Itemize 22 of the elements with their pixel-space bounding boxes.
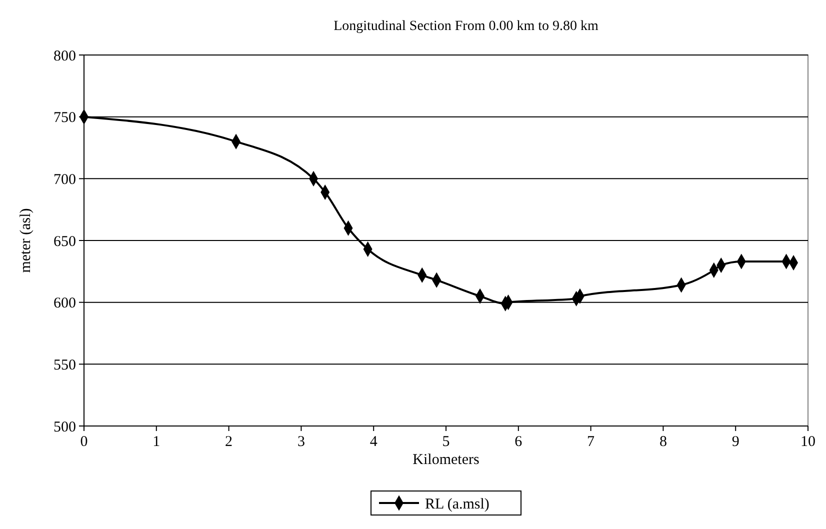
y-axis-title: meter (asl) xyxy=(18,208,34,273)
y-tick-label: 750 xyxy=(54,110,76,126)
x-tick-label: 3 xyxy=(297,434,305,450)
x-tick-label: 2 xyxy=(225,434,233,450)
y-tick-label: 600 xyxy=(54,296,76,312)
chart-title: Longitudinal Section From 0.00 km to 9.80 km xyxy=(334,19,599,34)
x-tick-label: 1 xyxy=(152,434,160,450)
x-tick-label: 10 xyxy=(800,434,816,450)
y-tick-label: 700 xyxy=(54,172,76,188)
y-tick-label: 500 xyxy=(54,419,76,436)
y-tick-label: 800 xyxy=(54,48,76,64)
x-tick-label: 0 xyxy=(80,434,88,450)
x-tick-label: 7 xyxy=(587,434,596,450)
x-axis-title: Kilometers xyxy=(412,452,480,468)
x-tick-label: 5 xyxy=(442,434,450,450)
y-tick-label: 550 xyxy=(54,357,76,374)
x-tick-label: 9 xyxy=(732,434,740,450)
legend-label: RL (a.msl) xyxy=(425,496,490,512)
x-tick-label: 4 xyxy=(370,434,378,450)
x-tick-label: 6 xyxy=(514,434,523,450)
y-tick-label: 650 xyxy=(54,234,76,250)
x-tick-label: 8 xyxy=(659,434,667,450)
